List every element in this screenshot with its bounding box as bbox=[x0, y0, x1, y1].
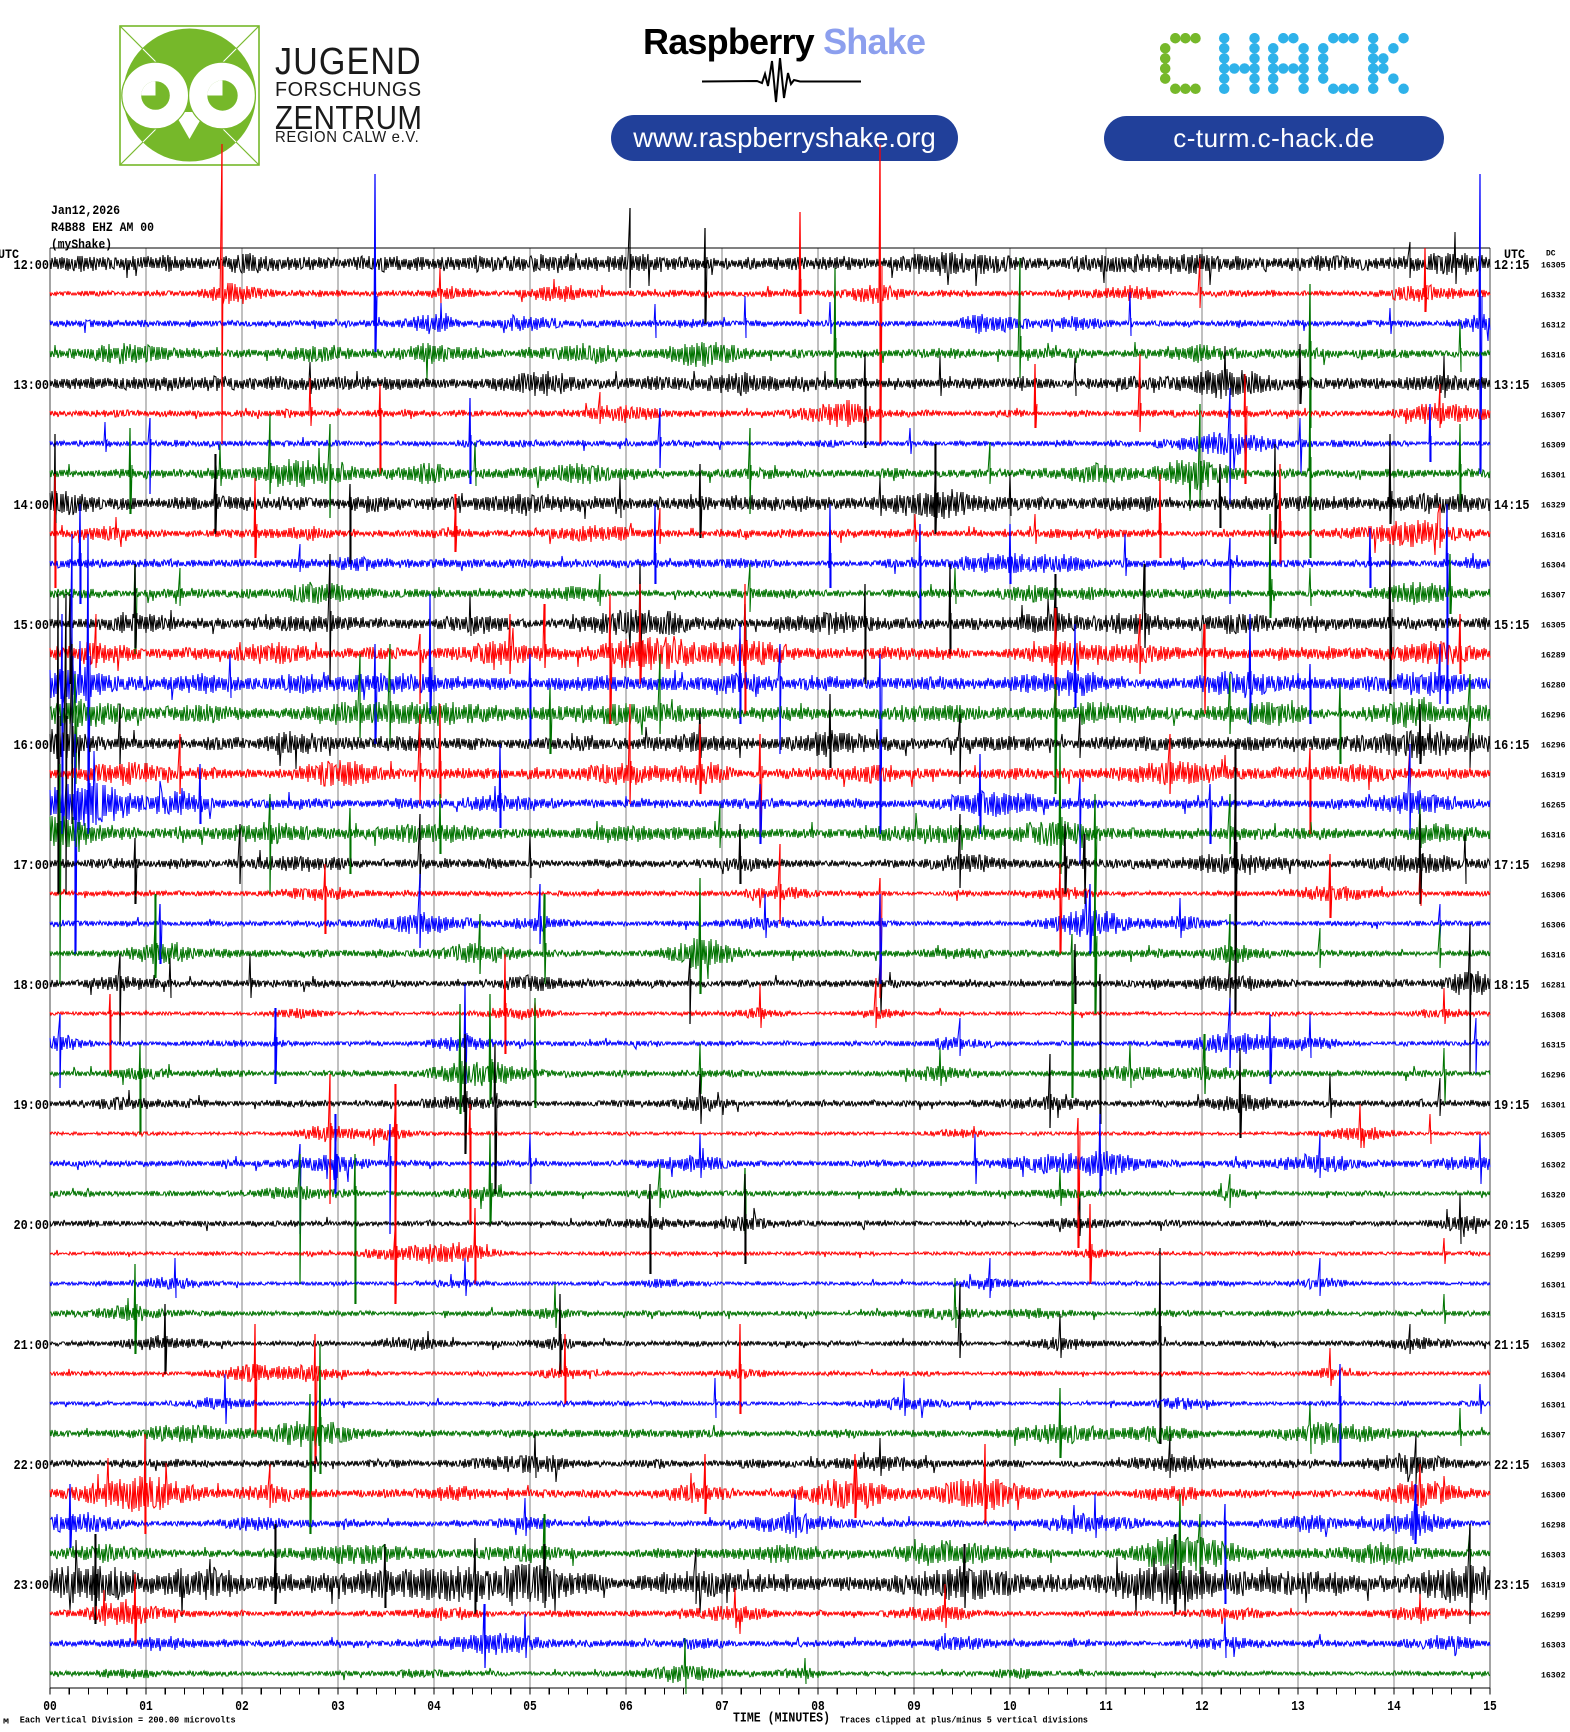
svg-text:16301: 16301 bbox=[1541, 1100, 1566, 1110]
svg-text:00: 00 bbox=[43, 1700, 57, 1715]
svg-text:10: 10 bbox=[1003, 1700, 1017, 1715]
svg-text:16307: 16307 bbox=[1541, 590, 1566, 600]
svg-text:21:00: 21:00 bbox=[14, 1339, 50, 1354]
svg-text:16307: 16307 bbox=[1541, 1430, 1566, 1440]
svg-text:16305: 16305 bbox=[1541, 260, 1566, 270]
svg-text:16307: 16307 bbox=[1541, 410, 1566, 420]
svg-text:19:00: 19:00 bbox=[14, 1099, 50, 1114]
svg-text:23:00: 23:00 bbox=[14, 1579, 50, 1594]
svg-text:15: 15 bbox=[1483, 1700, 1497, 1715]
svg-text:16299: 16299 bbox=[1541, 1250, 1566, 1260]
svg-text:14:15: 14:15 bbox=[1494, 499, 1530, 514]
svg-text:R4B88 EHZ AM 00: R4B88 EHZ AM 00 bbox=[51, 220, 154, 235]
svg-text:16309: 16309 bbox=[1541, 440, 1566, 450]
svg-text:20:00: 20:00 bbox=[14, 1219, 50, 1234]
svg-text:UTC: UTC bbox=[1504, 247, 1525, 262]
svg-text:16281: 16281 bbox=[1541, 980, 1566, 990]
svg-text:16301: 16301 bbox=[1541, 1400, 1566, 1410]
svg-text:16305: 16305 bbox=[1541, 620, 1566, 630]
svg-text:16305: 16305 bbox=[1541, 380, 1566, 390]
svg-text:16320: 16320 bbox=[1541, 1190, 1566, 1200]
svg-text:16316: 16316 bbox=[1541, 950, 1566, 960]
svg-text:16289: 16289 bbox=[1541, 650, 1566, 660]
svg-text:16308: 16308 bbox=[1541, 1010, 1566, 1020]
svg-text:06: 06 bbox=[619, 1700, 633, 1715]
svg-text:16300: 16300 bbox=[1541, 1490, 1566, 1500]
svg-text:17:15: 17:15 bbox=[1494, 859, 1530, 874]
svg-text:16316: 16316 bbox=[1541, 530, 1566, 540]
svg-text:16:00: 16:00 bbox=[14, 739, 50, 754]
svg-text:16304: 16304 bbox=[1541, 560, 1566, 570]
svg-text:16301: 16301 bbox=[1541, 1280, 1566, 1290]
svg-text:16303: 16303 bbox=[1541, 1460, 1566, 1470]
svg-text:01: 01 bbox=[139, 1700, 153, 1715]
svg-text:16315: 16315 bbox=[1541, 1310, 1566, 1320]
svg-text:22:00: 22:00 bbox=[14, 1459, 50, 1474]
svg-text:23:15: 23:15 bbox=[1494, 1579, 1530, 1594]
svg-text:04: 04 bbox=[427, 1700, 441, 1715]
svg-text:09: 09 bbox=[907, 1700, 921, 1715]
svg-text:12: 12 bbox=[1195, 1700, 1209, 1715]
svg-text:19:15: 19:15 bbox=[1494, 1099, 1530, 1114]
svg-text:16299: 16299 bbox=[1541, 1610, 1566, 1620]
svg-text:16301: 16301 bbox=[1541, 470, 1566, 480]
svg-text:08: 08 bbox=[811, 1700, 825, 1715]
svg-text:16296: 16296 bbox=[1541, 710, 1566, 720]
svg-text:15:15: 15:15 bbox=[1494, 619, 1530, 634]
svg-text:16302: 16302 bbox=[1541, 1160, 1566, 1170]
svg-text:16303: 16303 bbox=[1541, 1640, 1566, 1650]
svg-text:18:15: 18:15 bbox=[1494, 979, 1530, 994]
svg-text:13: 13 bbox=[1291, 1700, 1305, 1715]
svg-text:16302: 16302 bbox=[1541, 1340, 1566, 1350]
svg-text:02: 02 bbox=[235, 1700, 249, 1715]
svg-text:13:15: 13:15 bbox=[1494, 379, 1530, 394]
svg-text:14: 14 bbox=[1387, 1700, 1401, 1715]
svg-text:20:15: 20:15 bbox=[1494, 1219, 1530, 1234]
svg-text:16316: 16316 bbox=[1541, 350, 1566, 360]
svg-text:16329: 16329 bbox=[1541, 500, 1566, 510]
svg-text:22:15: 22:15 bbox=[1494, 1459, 1530, 1474]
svg-text:DC: DC bbox=[1546, 249, 1556, 259]
svg-text:16315: 16315 bbox=[1541, 1040, 1566, 1050]
svg-text:14:00: 14:00 bbox=[14, 499, 50, 514]
svg-text:(myShake): (myShake) bbox=[51, 237, 112, 252]
svg-text:11: 11 bbox=[1099, 1700, 1113, 1715]
svg-text:15:00: 15:00 bbox=[14, 619, 50, 634]
svg-text:05: 05 bbox=[523, 1700, 537, 1715]
svg-text:Each Vertical Division = 200.: Each Vertical Division = 200.00 microvol… bbox=[20, 1716, 236, 1726]
svg-text:Jan12,2026: Jan12,2026 bbox=[51, 203, 120, 218]
svg-text:21:15: 21:15 bbox=[1494, 1339, 1530, 1354]
svg-text:16332: 16332 bbox=[1541, 290, 1566, 300]
svg-text:12:00: 12:00 bbox=[14, 259, 50, 274]
svg-text:Traces clipped at plus/minus 5: Traces clipped at plus/minus 5 vertical … bbox=[840, 1716, 1088, 1726]
svg-text:UTC: UTC bbox=[0, 247, 19, 262]
svg-text:16312: 16312 bbox=[1541, 320, 1566, 330]
svg-text:03: 03 bbox=[331, 1700, 345, 1715]
svg-text:M: M bbox=[3, 1719, 10, 1727]
svg-text:16302: 16302 bbox=[1541, 1670, 1566, 1680]
svg-text:16296: 16296 bbox=[1541, 1070, 1566, 1080]
svg-text:16319: 16319 bbox=[1541, 1580, 1566, 1590]
svg-text:12:15: 12:15 bbox=[1494, 259, 1530, 274]
svg-text:16265: 16265 bbox=[1541, 800, 1566, 810]
svg-text:16304: 16304 bbox=[1541, 1370, 1566, 1380]
svg-text:16319: 16319 bbox=[1541, 770, 1566, 780]
svg-text:16305: 16305 bbox=[1541, 1220, 1566, 1230]
svg-text:16:15: 16:15 bbox=[1494, 739, 1530, 754]
svg-text:16298: 16298 bbox=[1541, 1520, 1566, 1530]
svg-text:07: 07 bbox=[715, 1700, 729, 1715]
svg-text:16280: 16280 bbox=[1541, 680, 1566, 690]
svg-text:16303: 16303 bbox=[1541, 1550, 1566, 1560]
svg-text:17:00: 17:00 bbox=[14, 859, 50, 874]
svg-text:16316: 16316 bbox=[1541, 830, 1566, 840]
svg-text:16296: 16296 bbox=[1541, 740, 1566, 750]
svg-text:16305: 16305 bbox=[1541, 1130, 1566, 1140]
svg-text:TIME (MINUTES): TIME (MINUTES) bbox=[733, 1711, 830, 1727]
svg-text:16306: 16306 bbox=[1541, 920, 1566, 930]
svg-text:16298: 16298 bbox=[1541, 860, 1566, 870]
svg-text:13:00: 13:00 bbox=[14, 379, 50, 394]
svg-text:18:00: 18:00 bbox=[14, 979, 50, 994]
svg-text:16306: 16306 bbox=[1541, 890, 1566, 900]
